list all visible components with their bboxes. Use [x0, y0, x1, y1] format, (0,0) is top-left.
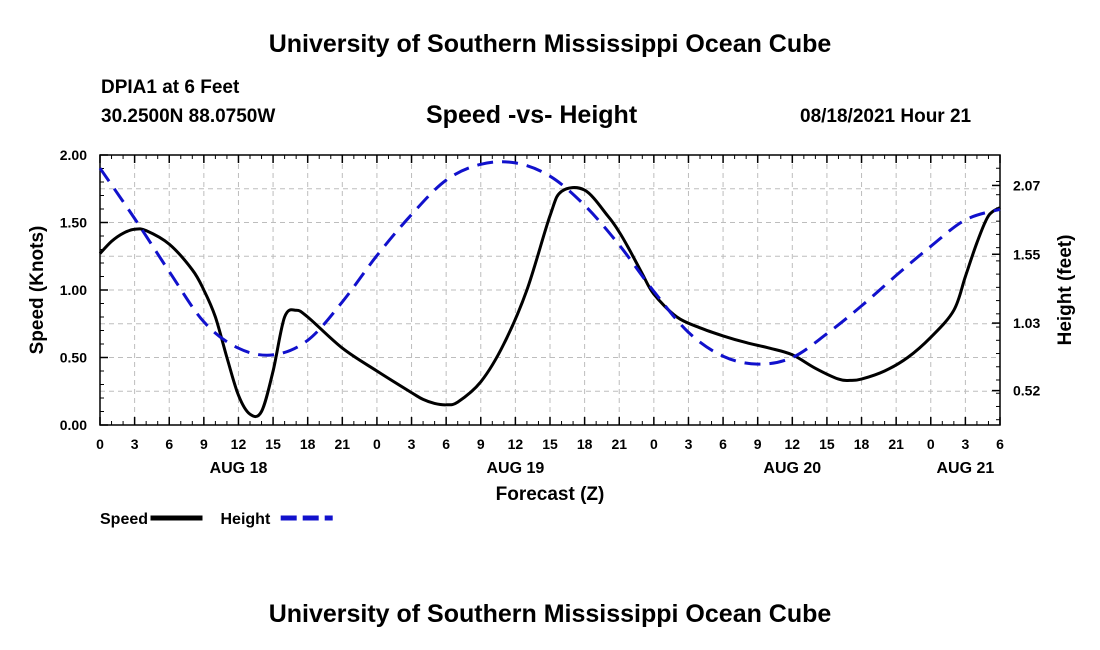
- x-tick-label: 21: [888, 436, 904, 452]
- x-tick-label: 6: [996, 436, 1004, 452]
- x-tick-label: 9: [477, 436, 485, 452]
- x-tick-label: 15: [265, 436, 281, 452]
- x-tick-label: 6: [165, 436, 173, 452]
- forecast-datetime: 08/18/2021 Hour 21: [800, 106, 972, 127]
- legend-label: Height: [221, 511, 271, 528]
- y-tick-label: 1.50: [60, 215, 87, 231]
- x-tick-label: 9: [754, 436, 762, 452]
- station-label: DPIA1 at 6 Feet: [101, 77, 240, 98]
- y2-axis-title: Height (feet): [1055, 235, 1076, 346]
- x-tick-label: 3: [961, 436, 969, 452]
- x-tick-label: 15: [542, 436, 558, 452]
- chart-title: Speed -vs- Height: [426, 101, 638, 129]
- x-tick-label: 21: [611, 436, 627, 452]
- y2-tick-label: 2.07: [1013, 177, 1040, 193]
- x-tick-label: 3: [408, 436, 416, 452]
- x-tick-label: 9: [200, 436, 208, 452]
- bottom-title: University of Southern Mississippi Ocean…: [268, 600, 832, 628]
- date-label: AUG 21: [936, 460, 994, 477]
- height-series-line: [98, 160, 1001, 366]
- x-tick-label: 21: [335, 436, 351, 452]
- y-tick-label: 0.50: [60, 350, 87, 366]
- y-tick-label: 2.00: [60, 147, 87, 163]
- date-label: AUG 18: [210, 460, 268, 477]
- x-tick-label: 12: [231, 436, 247, 452]
- y2-tick-label: 1.55: [1013, 246, 1040, 262]
- date-label: AUG 20: [763, 460, 821, 477]
- x-tick-label: 0: [650, 436, 658, 452]
- x-axis-title: Forecast (Z): [496, 484, 605, 505]
- coordinates-label: 30.2500N 88.0750W: [101, 106, 276, 127]
- x-tick-label: 18: [577, 436, 593, 452]
- y2-tick-label: 0.52: [1013, 383, 1040, 399]
- x-tick-label: 0: [927, 436, 935, 452]
- x-tick-label: 0: [96, 436, 104, 452]
- x-tick-label: 12: [785, 436, 801, 452]
- x-tick-label: 6: [719, 436, 727, 452]
- x-tick-label: 3: [685, 436, 693, 452]
- y-tick-label: 0.00: [60, 417, 87, 433]
- date-label: AUG 19: [486, 460, 544, 477]
- x-tick-label: 12: [508, 436, 524, 452]
- x-tick-label: 18: [300, 436, 316, 452]
- x-tick-label: 18: [854, 436, 870, 452]
- x-tick-label: 15: [819, 436, 835, 452]
- x-tick-label: 0: [373, 436, 381, 452]
- x-tick-label: 3: [131, 436, 139, 452]
- speed-series-line: [98, 186, 1001, 419]
- y-axis-title: Speed (Knots): [27, 226, 48, 355]
- legend-label: Speed: [100, 511, 148, 528]
- top-title: University of Southern Mississippi Ocean…: [268, 30, 832, 58]
- y-tick-label: 1.00: [60, 282, 87, 298]
- y2-tick-label: 1.03: [1013, 315, 1040, 331]
- x-tick-label: 6: [442, 436, 450, 452]
